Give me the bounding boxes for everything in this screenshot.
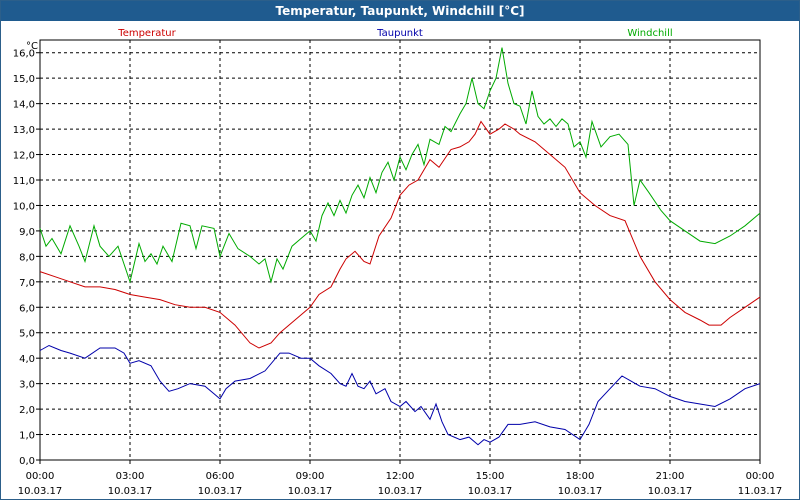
x-tick-time-label: 03:00 xyxy=(116,471,145,482)
y-tick-label: 1,0 xyxy=(19,431,35,442)
x-tick-date-label: 10.03.17 xyxy=(18,486,63,497)
x-tick-date-label: 11.03.17 xyxy=(738,486,783,497)
y-tick-label: 7,0 xyxy=(19,278,35,289)
x-tick-date-label: 10.03.17 xyxy=(558,486,603,497)
y-tick-label: 10,0 xyxy=(13,201,35,212)
y-tick-label: 16,0 xyxy=(13,49,35,60)
series-line-windchill xyxy=(39,47,761,284)
y-tick-label: 5,0 xyxy=(19,329,35,340)
legend-entry-temperatur: Temperatur xyxy=(117,28,176,39)
x-tick-date-label: 10.03.17 xyxy=(648,486,693,497)
y-axis-unit-label: °C xyxy=(26,41,38,52)
x-tick-date-label: 10.03.17 xyxy=(378,486,423,497)
x-tick-time-label: 12:00 xyxy=(386,471,415,482)
legend: Temperatur Taupunkt Windchill xyxy=(117,28,672,39)
x-tick-time-label: 00:00 xyxy=(746,471,775,482)
x-tick-date-label: 10.03.17 xyxy=(198,486,243,497)
y-tick-label: 4,0 xyxy=(19,354,35,365)
y-tick-label: 14,0 xyxy=(13,100,35,111)
y-tick-label: 15,0 xyxy=(13,74,35,85)
window-title: Temperatur, Taupunkt, Windchill [°C] xyxy=(1,1,799,21)
y-tick-label: 13,0 xyxy=(13,125,35,136)
legend-entry-taupunkt: Taupunkt xyxy=(376,28,423,39)
x-tick-time-label: 09:00 xyxy=(296,471,325,482)
x-tick-time-label: 06:00 xyxy=(206,471,235,482)
series-line-taupunkt xyxy=(39,344,761,446)
y-tick-label: 2,0 xyxy=(19,405,35,416)
y-tick-label: 6,0 xyxy=(19,303,35,314)
x-tick-date-label: 10.03.17 xyxy=(288,486,333,497)
y-tick-label: 12,0 xyxy=(13,151,35,162)
x-tick-time-label: 00:00 xyxy=(26,471,55,482)
x-tick-time-label: 18:00 xyxy=(566,471,595,482)
x-axis-ticks: 00:00 10.03.17 03:00 10.03.17 06:00 10.03.17 0… xyxy=(18,460,783,497)
legend-entry-windchill: Windchill xyxy=(627,28,672,39)
y-axis-ticks: 0,0 1,0 2,0 3,0 4,0 5,0 6,0 7,0 8,0 9,0 10,0 11,0 12… xyxy=(13,49,40,467)
y-tick-label: 0,0 xyxy=(19,456,35,467)
y-tick-label: 8,0 xyxy=(19,252,35,263)
x-tick-time-label: 21:00 xyxy=(656,471,685,482)
y-tick-label: 3,0 xyxy=(19,380,35,391)
series-line-temperatur xyxy=(39,120,761,349)
x-tick-date-label: 10.03.17 xyxy=(468,486,513,497)
y-tick-label: 11,0 xyxy=(13,176,35,187)
series-lines xyxy=(39,47,761,446)
x-tick-date-label: 10.03.17 xyxy=(108,486,153,497)
x-tick-time-label: 15:00 xyxy=(476,471,505,482)
y-tick-label: 9,0 xyxy=(19,227,35,238)
